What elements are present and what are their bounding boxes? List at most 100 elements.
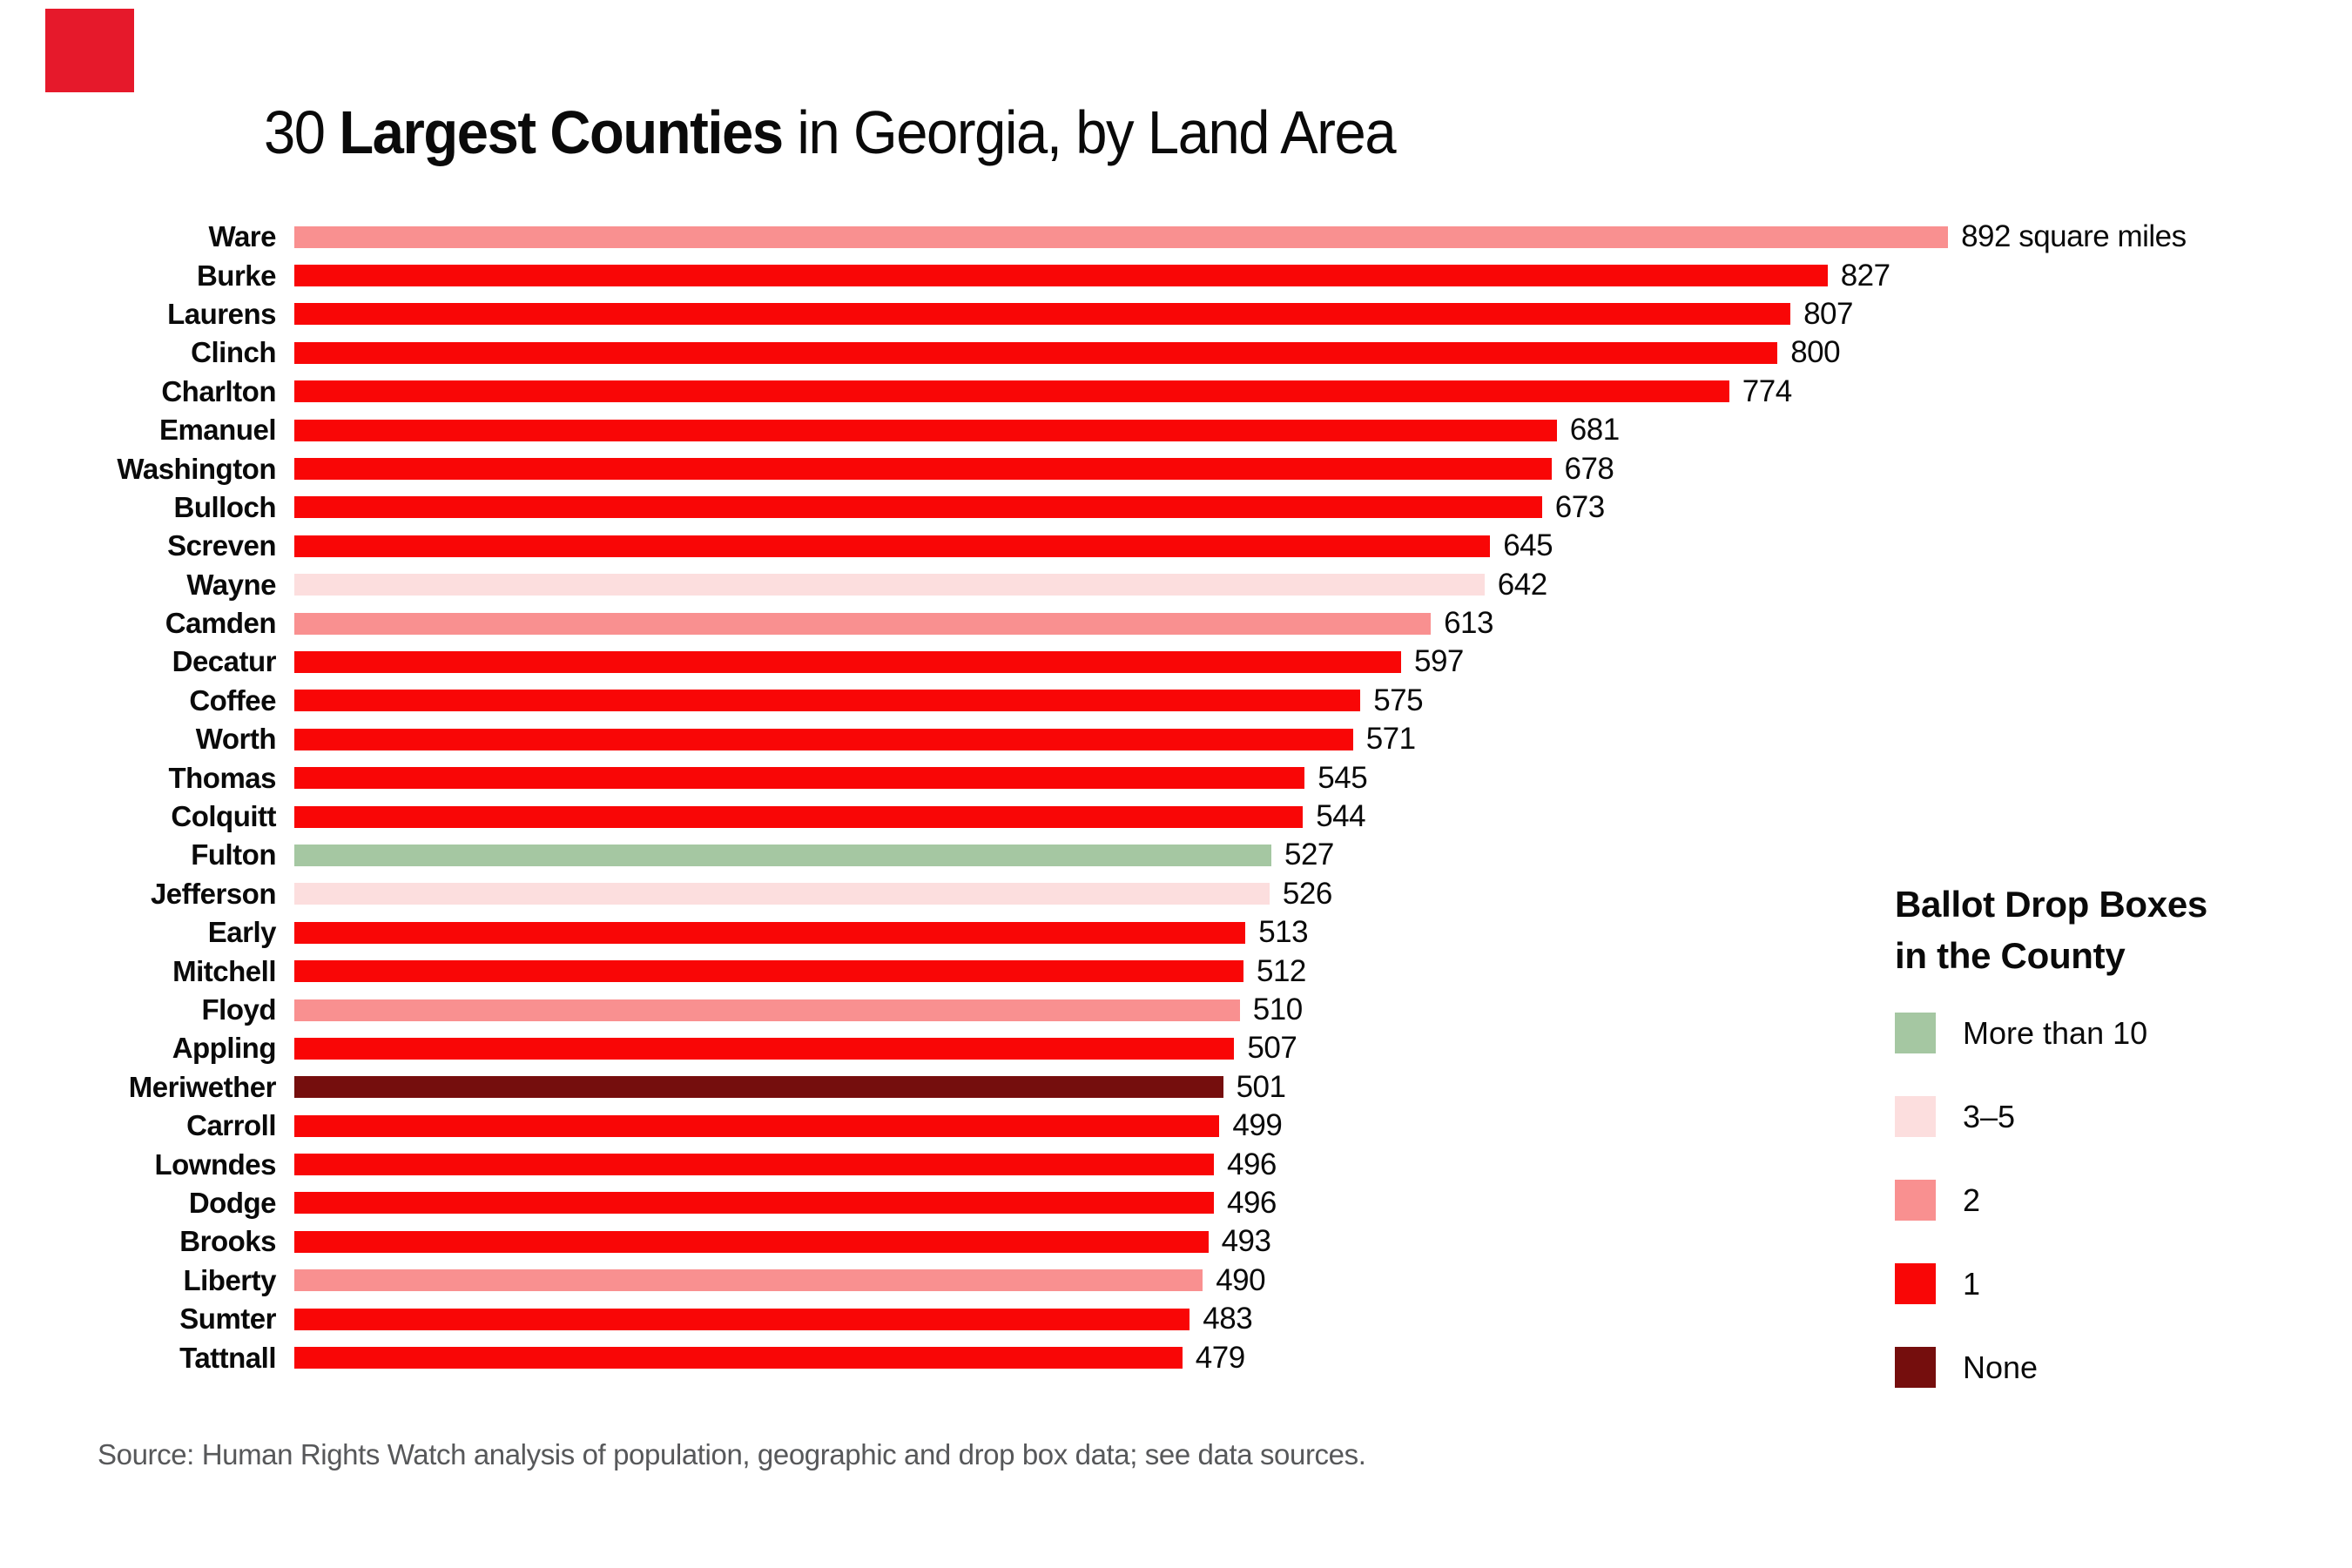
county-label: Burke	[196, 259, 277, 292]
value-label: 827	[1840, 258, 1890, 293]
legend-item-label: 1	[1963, 1266, 1981, 1302]
bar-row: Liberty 490	[0, 1262, 2352, 1300]
county-label: Charlton	[161, 374, 276, 407]
county-label: Ware	[208, 220, 277, 253]
county-label: Tattnall	[179, 1341, 276, 1374]
bar-row: Fulton 527	[0, 836, 2352, 874]
legend-item: 3–5	[1895, 1096, 2348, 1137]
bar	[294, 1230, 1209, 1253]
source-note: Source: Human Rights Watch analysis of p…	[98, 1438, 1366, 1470]
value-label: 499	[1232, 1108, 1283, 1143]
value-label: 496	[1227, 1147, 1277, 1181]
value-label: 513	[1258, 915, 1309, 950]
bar-row: Laurens 807	[0, 295, 2352, 333]
bar	[294, 1037, 1235, 1060]
bar-row: Tattnall 479	[0, 1338, 2352, 1376]
bar	[294, 225, 1949, 248]
bar	[294, 419, 1557, 441]
bar-row: Floyd 510	[0, 991, 2352, 1029]
county-label: Sumter	[179, 1302, 276, 1336]
county-label: Liberty	[183, 1263, 276, 1296]
bar-row: Lowndes 496	[0, 1145, 2352, 1183]
bar	[294, 341, 1778, 364]
county-label: Mitchell	[172, 954, 276, 987]
bar	[294, 612, 1432, 635]
value-label: 571	[1365, 722, 1416, 757]
value-label: 479	[1195, 1340, 1245, 1375]
county-label: Lowndes	[154, 1147, 276, 1181]
county-label: Floyd	[201, 993, 277, 1026]
county-label: Meriwether	[128, 1070, 277, 1103]
bar	[294, 844, 1271, 866]
legend-item-label: None	[1963, 1349, 2039, 1385]
bar-row: Sumter 483	[0, 1300, 2352, 1338]
title-suffix: in Georgia, by Land Area	[782, 98, 1396, 166]
county-label: Laurens	[167, 297, 276, 330]
county-label: Coffee	[189, 683, 276, 717]
county-label: Colquitt	[171, 800, 276, 833]
bar-row: Emanuel 681	[0, 411, 2352, 449]
legend-item-label: 3–5	[1963, 1099, 2016, 1134]
value-label: 642	[1497, 567, 1547, 602]
legend-title: Ballot Drop Boxes in the County	[1895, 879, 2348, 982]
bar	[294, 1269, 1203, 1292]
page-title: 30 Largest Counties in Georgia, by Land …	[264, 98, 1397, 167]
bar-row: Dodge 496	[0, 1184, 2352, 1222]
county-label: Jefferson	[150, 877, 277, 910]
bar	[294, 1192, 1214, 1215]
value-label: 673	[1554, 489, 1605, 524]
county-label: Wayne	[186, 568, 276, 601]
value-label: 892 square miles	[1961, 219, 2187, 254]
bar	[294, 805, 1304, 828]
bar	[294, 303, 1791, 326]
legend-item-label: More than 10	[1963, 1015, 2148, 1051]
county-label: Carroll	[186, 1109, 276, 1142]
county-label: Fulton	[191, 838, 276, 871]
value-label: 645	[1503, 528, 1553, 563]
county-label: Clinch	[191, 336, 276, 369]
bar-row: Meriwether 501	[0, 1068, 2352, 1107]
bar	[294, 921, 1246, 944]
value-label: 496	[1227, 1185, 1277, 1220]
legend-item: 2	[1895, 1180, 2348, 1221]
value-label: 575	[1373, 683, 1424, 717]
legend-title-line2: in the County	[1895, 934, 2126, 976]
bar-row: Wayne 642	[0, 566, 2352, 604]
county-label: Appling	[172, 1032, 277, 1065]
bar-row: Jefferson 526	[0, 875, 2352, 913]
value-label: 681	[1569, 413, 1620, 448]
county-label: Decatur	[172, 645, 277, 678]
bar	[294, 728, 1353, 750]
bar	[294, 1308, 1190, 1330]
county-label: Dodge	[188, 1186, 277, 1219]
bar-row: Screven 645	[0, 527, 2352, 565]
value-label: 490	[1216, 1262, 1266, 1297]
value-label: 545	[1318, 760, 1368, 795]
bar-row: Worth 571	[0, 720, 2352, 758]
county-label: Washington	[117, 452, 276, 485]
bar	[294, 496, 1542, 519]
bar	[294, 458, 1552, 481]
legend-item: 1	[1895, 1263, 2348, 1304]
bar-row: Ware 892 square miles	[0, 218, 2352, 256]
bar-row: Carroll 499	[0, 1107, 2352, 1145]
value-label: 510	[1252, 993, 1303, 1026]
value-label: 774	[1742, 373, 1792, 408]
legend-item: None	[1895, 1347, 2348, 1388]
county-label: Brooks	[179, 1225, 276, 1258]
bar-row: Burke 827	[0, 256, 2352, 294]
legend: Ballot Drop Boxes in the County More tha…	[1895, 879, 2348, 1437]
bar-row: Colquitt 544	[0, 797, 2352, 836]
county-label: Camden	[165, 607, 277, 640]
bar-row: Clinch 800	[0, 333, 2352, 372]
legend-swatch	[1895, 1013, 1936, 1053]
bar-chart: Ware 892 square miles Burke 827 Laurens 807 Cl…	[0, 218, 2352, 1377]
bar-row: Washington 678	[0, 449, 2352, 488]
bar	[294, 1347, 1183, 1369]
value-label: 483	[1203, 1302, 1253, 1336]
bar	[294, 380, 1729, 403]
county-label: Bulloch	[173, 490, 277, 523]
bar	[294, 1076, 1223, 1099]
value-label: 613	[1444, 606, 1493, 641]
